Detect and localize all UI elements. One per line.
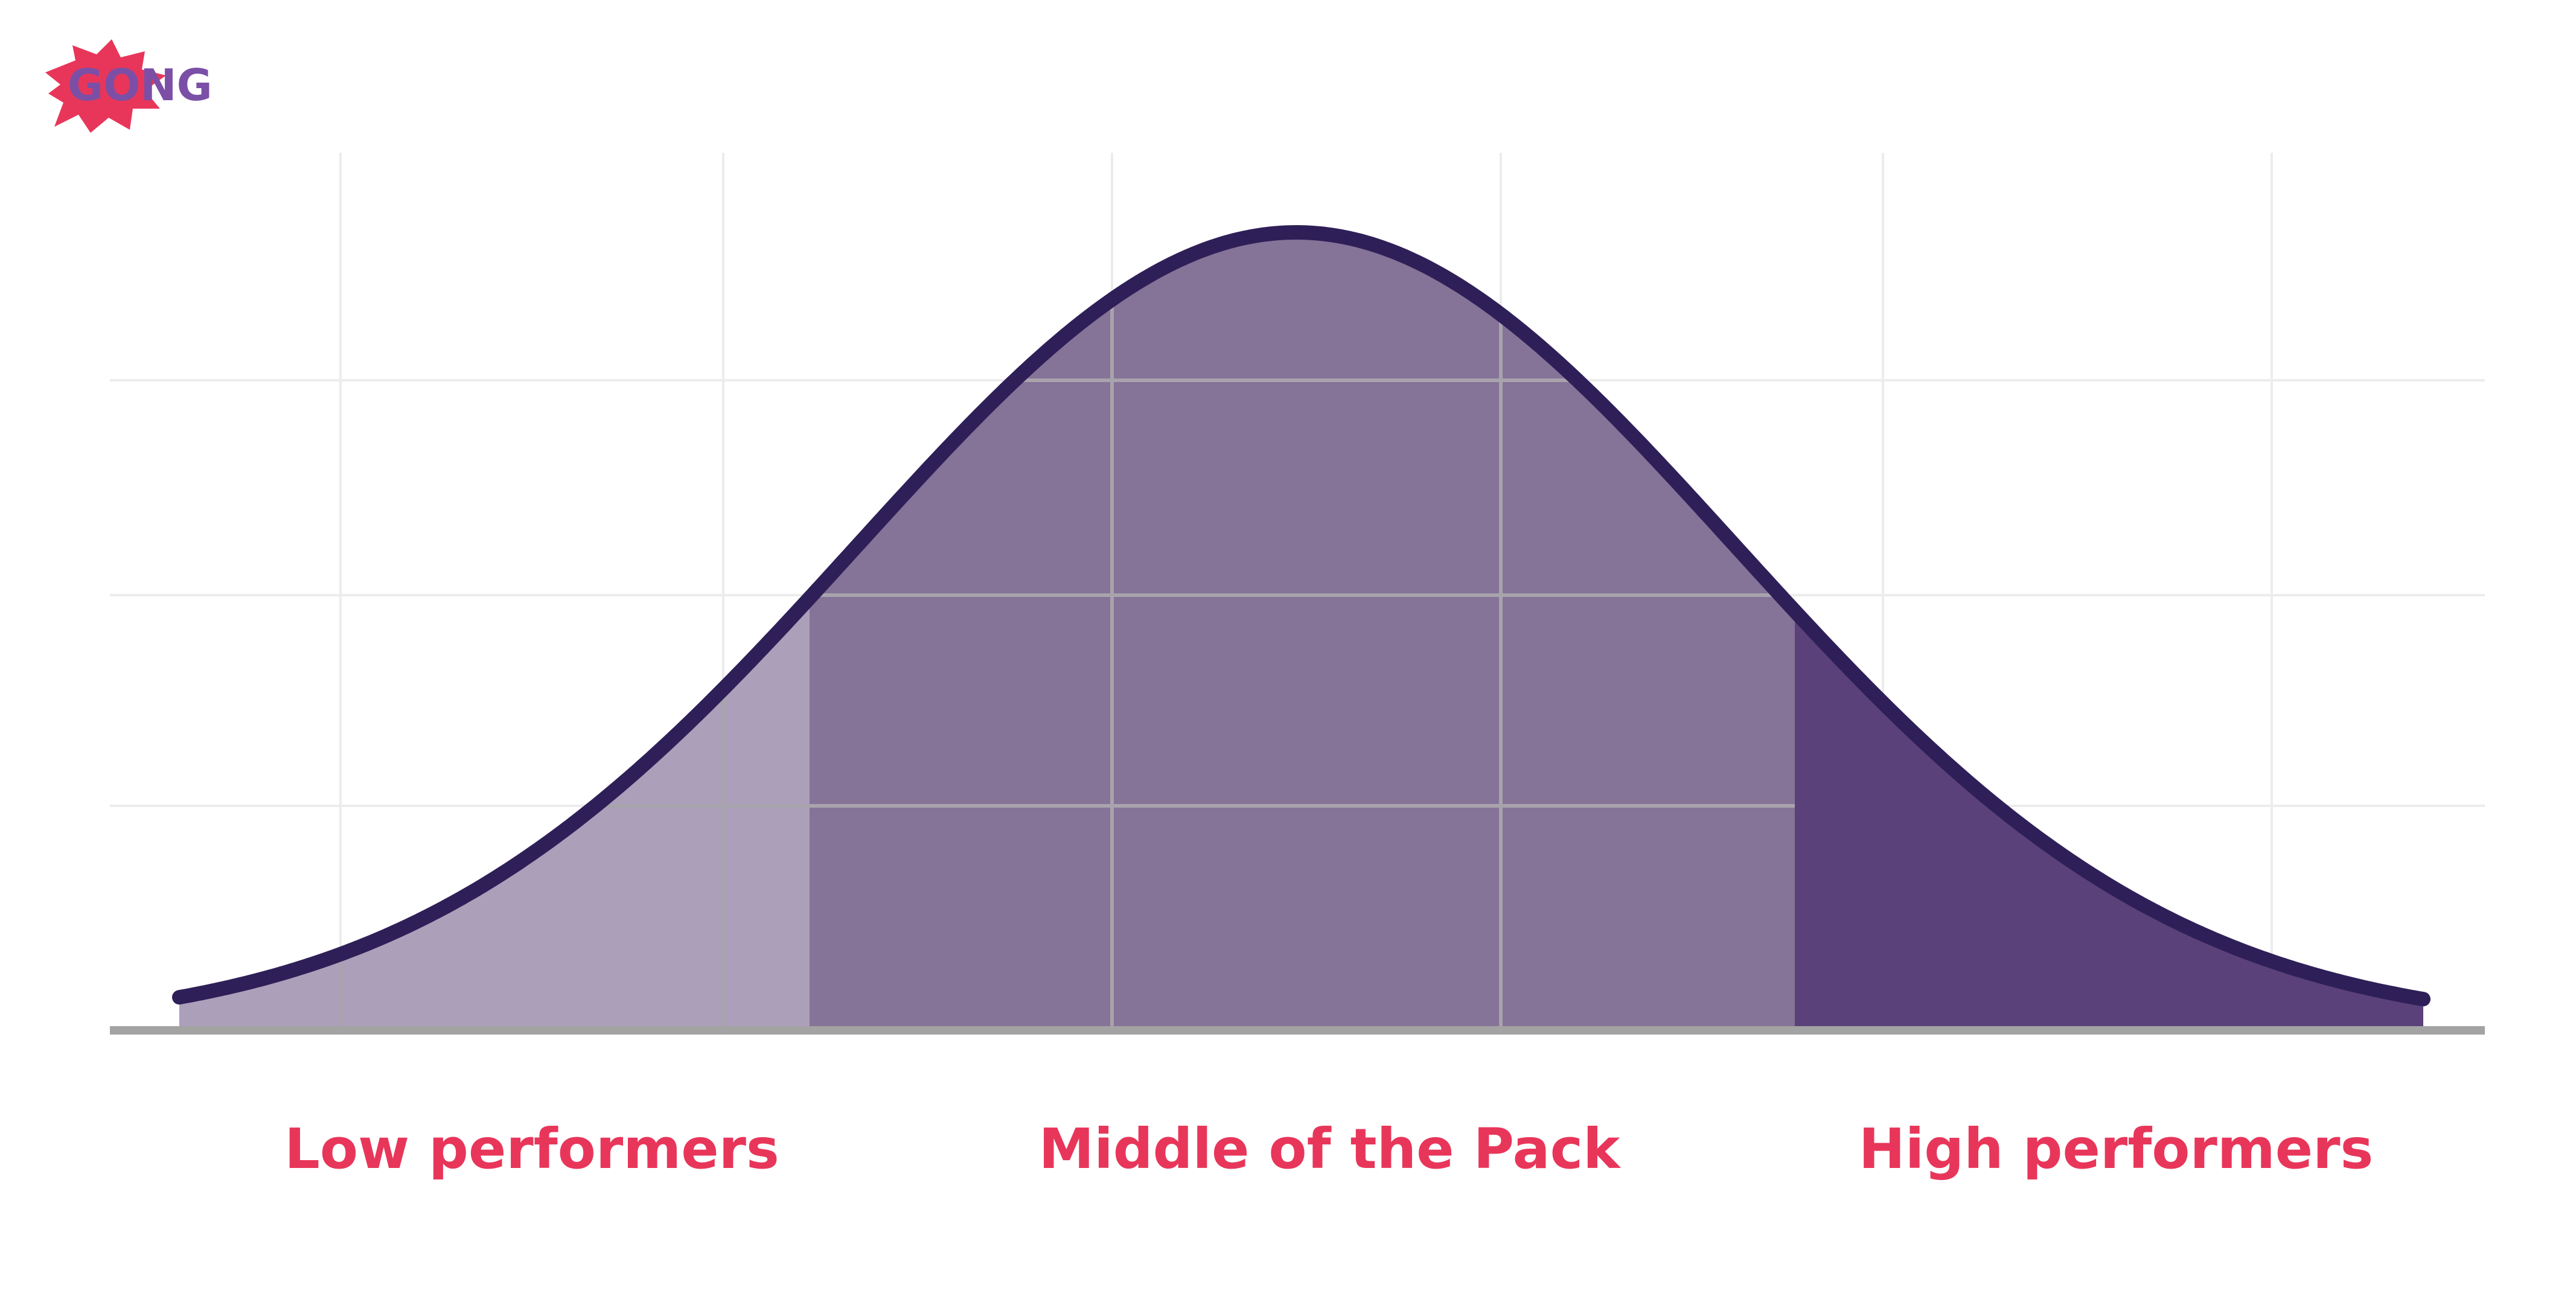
curve-regions [179,232,2423,1029]
low-label: Low performers [284,1117,779,1181]
logo: GONG [45,39,213,133]
low-region [179,598,810,1029]
high-region [1795,611,2423,1029]
middle-region [810,232,1795,1029]
high-label: High performers [1859,1117,2374,1181]
middle-label: Middle of the Pack [1039,1117,1621,1181]
logo-text: GONG [68,60,213,110]
logo-burst [45,39,166,133]
curve-outline [172,225,2431,1007]
